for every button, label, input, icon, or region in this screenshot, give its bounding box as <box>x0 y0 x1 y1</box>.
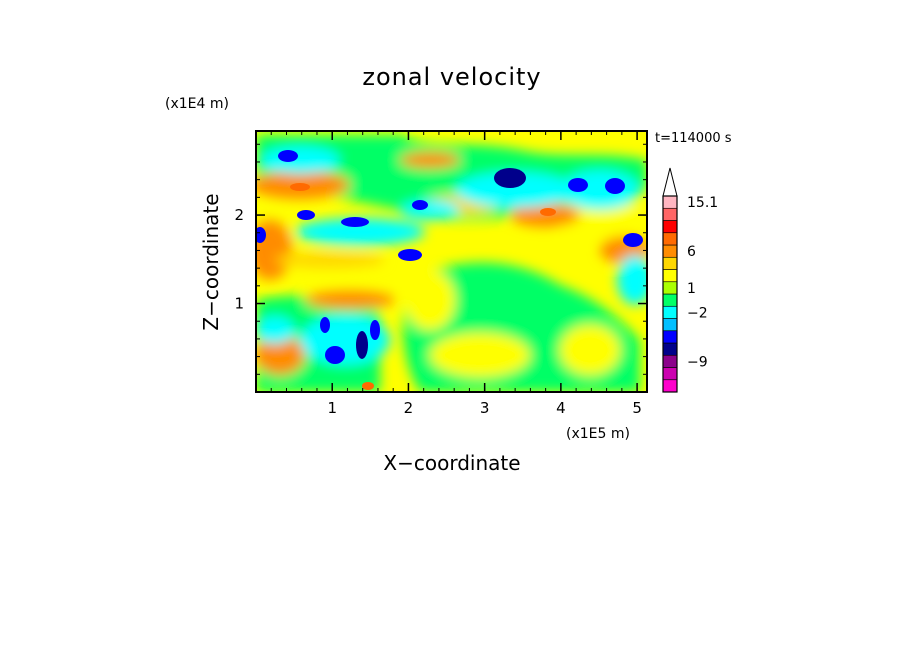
negative-cell <box>494 168 526 188</box>
negative-cell <box>568 178 588 192</box>
colorbar-swatch <box>662 354 678 368</box>
negative-cell <box>398 249 422 261</box>
field-band-orange-2 <box>256 220 292 280</box>
colorbar-swatch <box>662 379 678 393</box>
negative-cell <box>256 227 266 243</box>
colorbar-label: −9 <box>687 354 708 370</box>
colorbar-label: 6 <box>687 244 696 260</box>
field-region-cyan-1 <box>260 146 340 174</box>
colorbar-swatch <box>662 269 678 283</box>
positive-cell <box>362 382 374 390</box>
positive-cells <box>290 183 556 390</box>
velocity-field <box>256 131 647 392</box>
colorbar-swatch <box>662 244 678 258</box>
x-tick-label: 3 <box>480 399 490 417</box>
field-patch-yellow-1 <box>430 333 530 377</box>
field-patch-yellow-3 <box>560 325 620 375</box>
field-region-cyan-5 <box>617 255 647 305</box>
colorbar-swatch <box>662 207 678 221</box>
y-scale-label: (x1E4 m) <box>165 96 229 112</box>
chart-title: zonal velocity <box>362 63 541 91</box>
field-patch-yellow-2 <box>405 270 455 330</box>
x-scale-label: (x1E5 m) <box>566 426 630 442</box>
x-tick-label: 1 <box>327 399 337 417</box>
field-region-cyan-8 <box>256 316 295 344</box>
negative-cell <box>605 178 625 194</box>
colorbar-frame <box>662 195 678 393</box>
positive-cell <box>540 208 556 216</box>
field-region-cyan-3 <box>455 172 575 208</box>
y-tick-label: 2 <box>234 206 244 224</box>
time-label: t=114000 s <box>655 131 732 146</box>
x-axis: 1 2 3 4 5 <box>270 131 642 417</box>
negative-cell <box>278 150 298 162</box>
x-tick-label: 5 <box>632 399 642 417</box>
negative-cell <box>297 210 315 220</box>
field-region-cyan-2 <box>295 218 425 246</box>
negative-cell <box>623 233 643 247</box>
y-axis: 12 <box>234 143 647 375</box>
y-axis-label: Z−coordinate <box>199 193 223 330</box>
field-band-orange-7 <box>305 291 395 309</box>
x-tick-label: 2 <box>404 399 414 417</box>
colorbar-swatch <box>662 256 678 270</box>
colorbar-swatch <box>662 232 678 246</box>
colorbar: −9 −2 1 6 15.1 <box>662 167 718 393</box>
negative-cell <box>320 317 330 333</box>
colorbar-swatch <box>662 220 678 234</box>
y-tick-label: 1 <box>234 295 244 313</box>
field-region-cyan-7 <box>400 200 460 220</box>
negative-cell <box>325 346 345 364</box>
colorbar-label: 1 <box>687 281 696 297</box>
field-patch-yellow-4 <box>555 200 645 240</box>
x-axis-label: X−coordinate <box>383 451 520 475</box>
negative-cell <box>412 200 428 210</box>
colorbar-swatch <box>662 293 678 307</box>
colorbar-swatch <box>662 305 678 319</box>
field-band-orange-3 <box>275 252 385 268</box>
field-band-orange-8 <box>256 335 305 375</box>
field-band-orange-9 <box>400 152 460 168</box>
negative-cell <box>341 217 369 227</box>
positive-cell <box>290 183 310 191</box>
colorbar-label: 15.1 <box>687 195 718 211</box>
negative-cell <box>370 320 380 340</box>
x-tick-label: 4 <box>556 399 566 417</box>
colorbar-swatch <box>662 281 678 295</box>
colorbar-swatch <box>662 318 678 332</box>
negative-cells <box>256 150 643 364</box>
plot-frame <box>255 130 648 393</box>
colorbar-swatch <box>662 342 678 356</box>
colorbar-arrow <box>662 167 678 197</box>
negative-cell <box>356 331 368 359</box>
colorbar-label: −2 <box>687 305 708 321</box>
colorbar-swatch <box>662 195 678 209</box>
colorbar-swatch <box>662 367 678 381</box>
colorbar-swatch <box>662 330 678 344</box>
